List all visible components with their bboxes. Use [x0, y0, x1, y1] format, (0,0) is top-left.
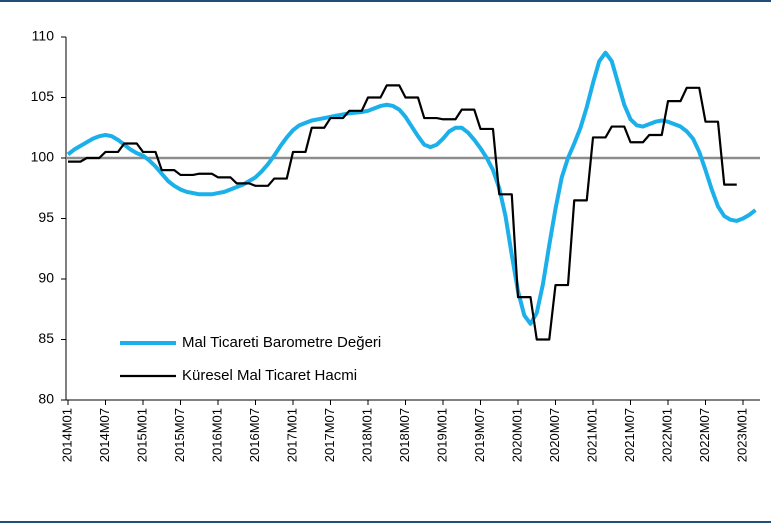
x-tick-label: 2014M01 — [59, 408, 74, 462]
x-tick-label: 2016M01 — [209, 408, 224, 462]
x-tick-label: 2019M01 — [434, 408, 449, 462]
x-tick-label: 2017M01 — [284, 408, 299, 462]
y-tick-label: 110 — [32, 28, 55, 44]
x-tick-label: 2016M07 — [247, 408, 262, 462]
y-tick-label: 95 — [38, 209, 54, 225]
x-tick-label: 2020M07 — [547, 408, 562, 462]
y-tick-label: 90 — [38, 270, 54, 286]
series-line — [68, 84, 737, 341]
x-tick-label: 2019M07 — [472, 408, 487, 462]
x-tick-label: 2018M01 — [359, 408, 374, 462]
y-tick-label: 85 — [38, 330, 54, 346]
x-tick-label: 2018M07 — [397, 408, 412, 462]
x-tick-label: 2017M07 — [322, 408, 337, 462]
x-tick-label: 2021M01 — [584, 408, 599, 462]
x-tick-label: 2014M07 — [97, 408, 112, 462]
y-tick-label: 100 — [31, 149, 55, 165]
series-line — [66, 50, 757, 326]
legend-label: Küresel Mal Ticaret Hacmi — [182, 367, 357, 384]
bottom-border — [0, 521, 771, 523]
x-tick-label: 2020M01 — [509, 408, 524, 462]
x-tick-label: 2022M07 — [697, 408, 712, 462]
x-tick-label: 2015M01 — [134, 408, 149, 462]
x-tick-label: 2021M07 — [622, 408, 637, 462]
x-tick-label: 2015M07 — [172, 408, 187, 462]
x-tick-label: 2023M01 — [734, 408, 749, 462]
legend-label: Mal Ticareti Barometre Değeri — [182, 334, 381, 351]
y-tick-label: 80 — [38, 391, 54, 407]
top-border — [0, 0, 771, 2]
x-tick-label: 2022M01 — [659, 408, 674, 462]
y-tick-label: 105 — [31, 88, 55, 104]
